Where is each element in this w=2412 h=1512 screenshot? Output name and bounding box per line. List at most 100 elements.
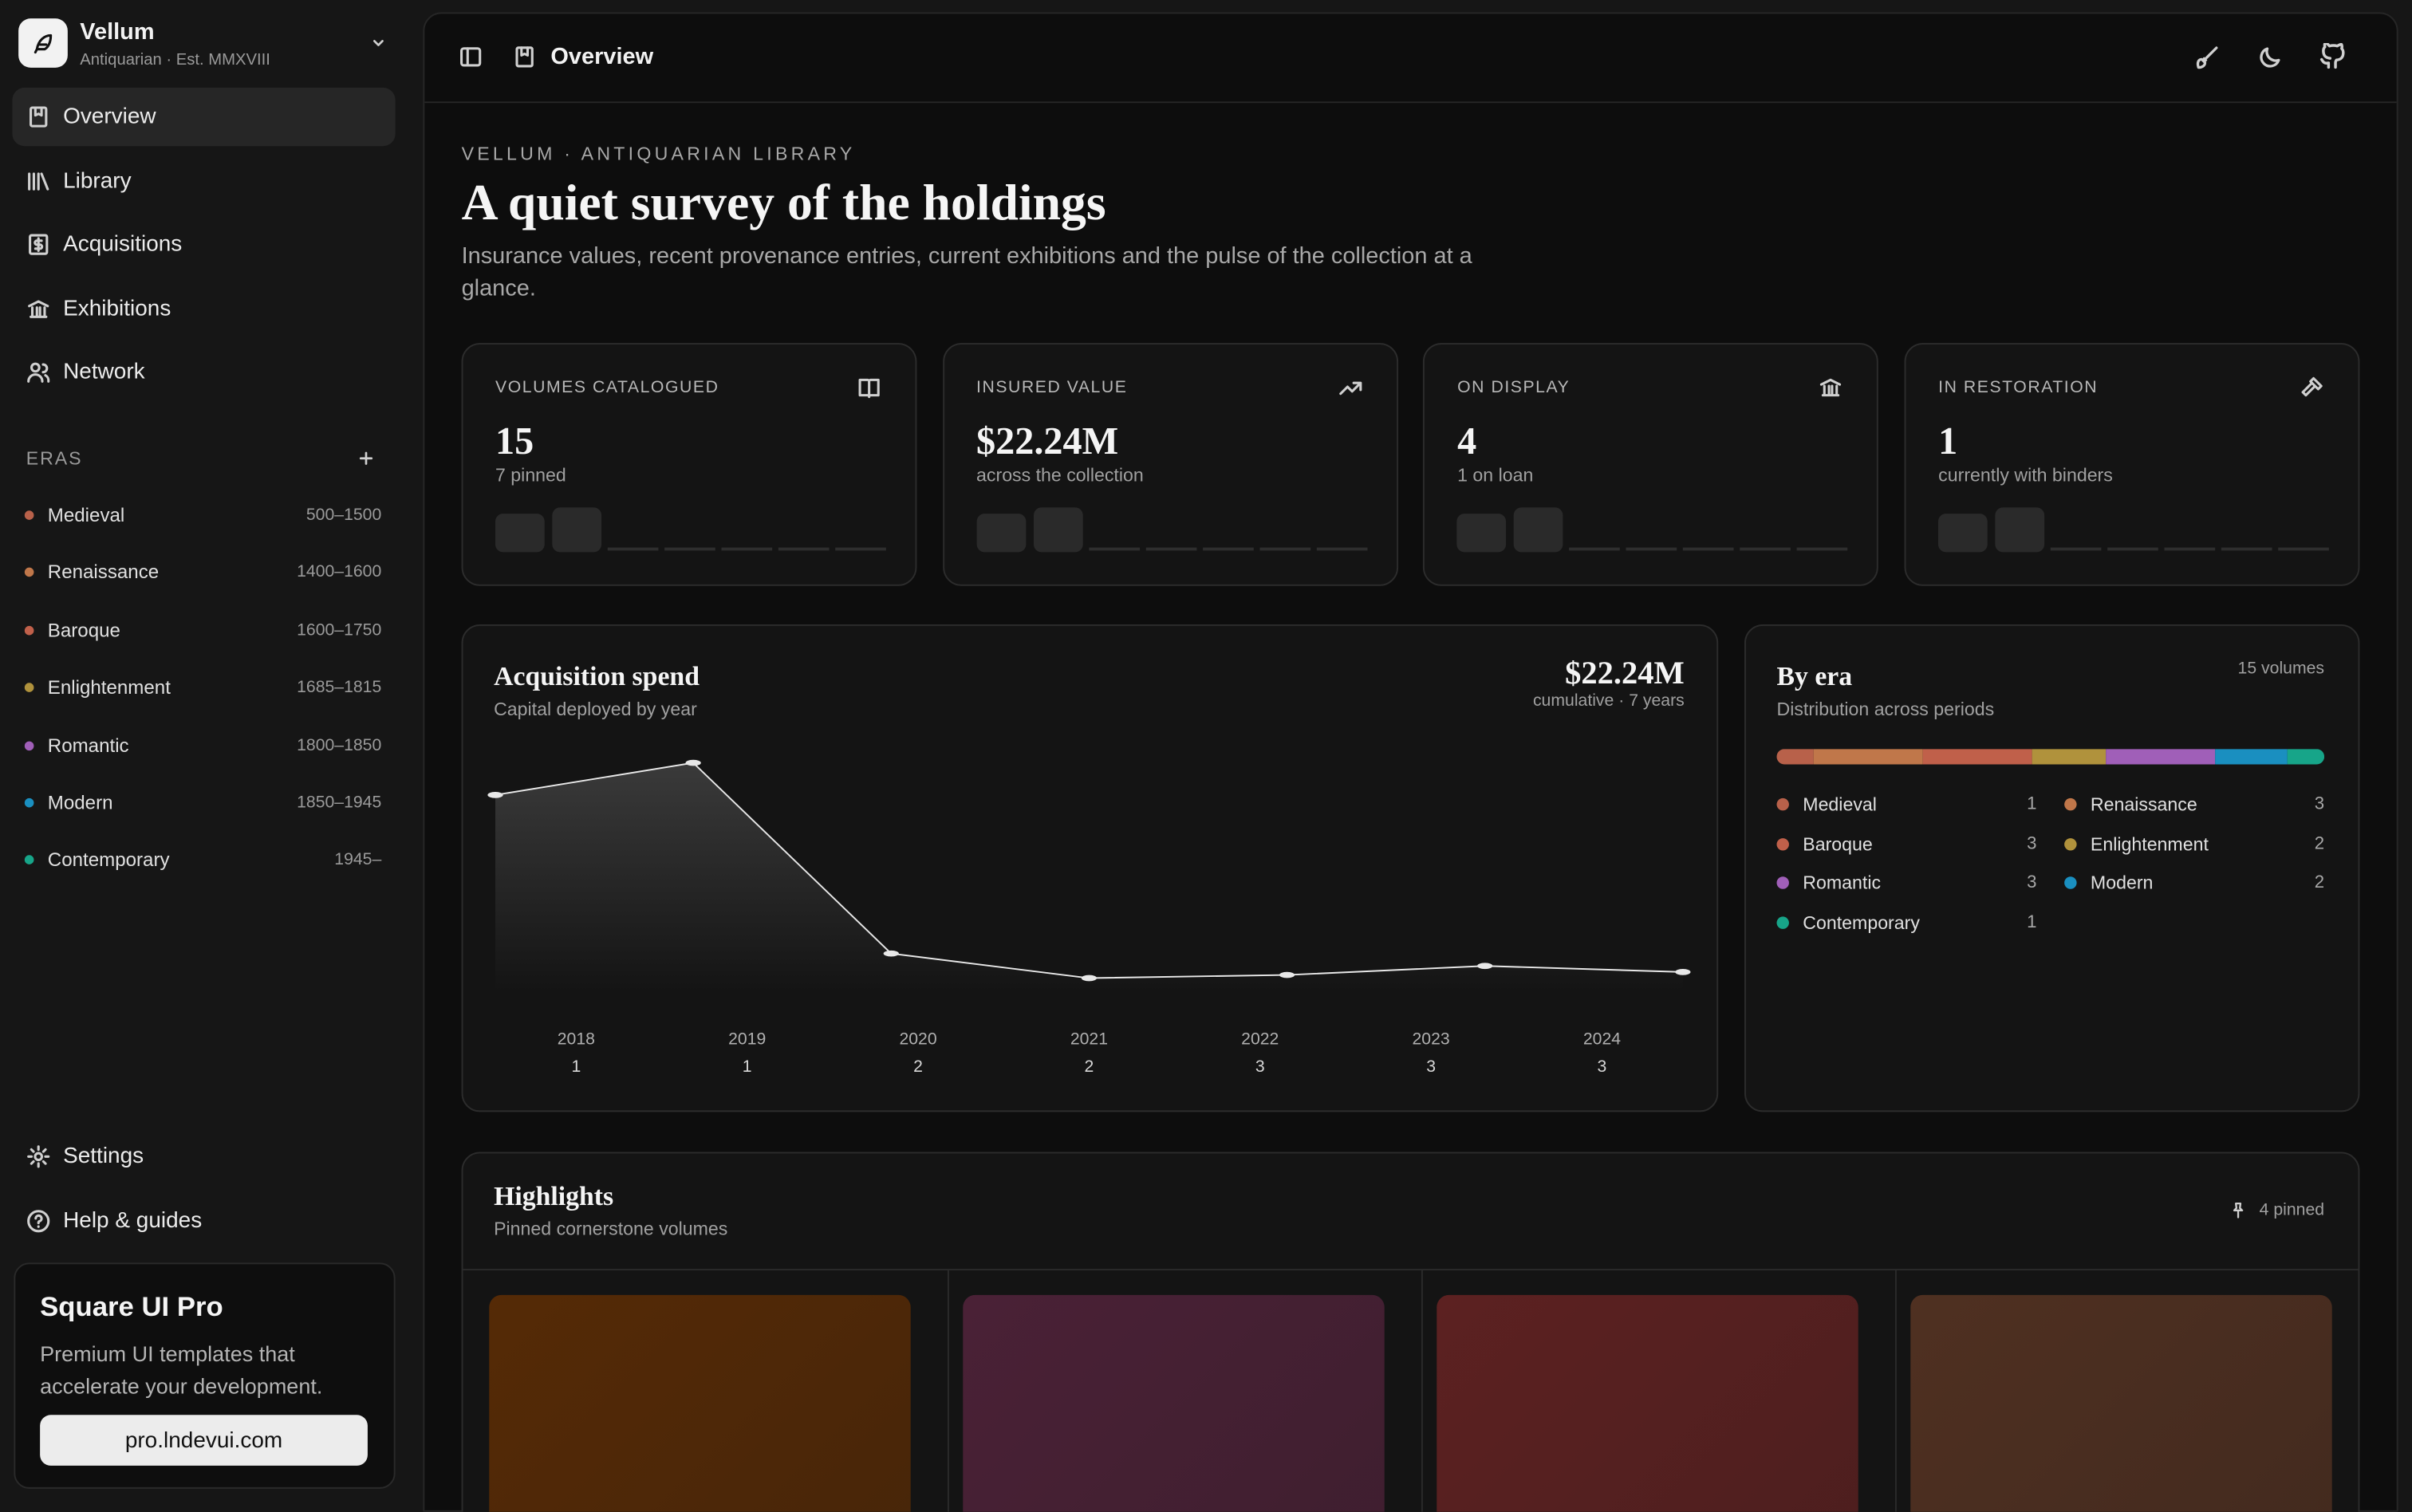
brand-name: Vellum (80, 19, 155, 45)
era-range: 1600–1750 (297, 620, 382, 640)
chart-total: 15 volumes (2237, 660, 2325, 679)
chart-title: By era (1776, 660, 1853, 691)
nav-item[interactable]: Network (63, 360, 145, 385)
era-item[interactable]: Modern (47, 792, 113, 814)
era-range: 1850–1945 (297, 793, 382, 813)
x-tick-label: 2018 (557, 1030, 595, 1049)
stat-spark (1740, 547, 1791, 551)
nav-icon (28, 171, 49, 190)
page-icon (515, 46, 534, 68)
legend-value: 2 (2314, 834, 2325, 853)
stat-value: 1 (1938, 421, 1958, 463)
era-item[interactable]: Baroque (47, 619, 120, 641)
stat-icon (1338, 381, 1362, 396)
era-dot (24, 856, 34, 865)
stat-spark (2050, 547, 2102, 551)
stat-value: 15 (495, 421, 534, 463)
bar-segment (1922, 749, 2032, 765)
section-heading: ERAS (26, 447, 83, 470)
chart-subtitle: Distribution across periods (1776, 698, 1995, 720)
legend-label: Renaissance (2090, 793, 2197, 816)
x-tick-label: 2024 (1582, 1030, 1622, 1049)
legend-label: Enlightenment (2090, 833, 2209, 855)
add-era (359, 451, 373, 465)
era-range: 1400–1600 (297, 563, 382, 582)
legend-dot (1776, 797, 1789, 811)
bar-segment (2288, 749, 2324, 765)
era-item[interactable]: Renaissance (47, 561, 160, 584)
legend-label: Romantic (1803, 872, 1882, 894)
era-dot (24, 797, 34, 808)
nav-item[interactable]: Acquisitions (63, 232, 183, 258)
volume-count: 3 (1597, 1057, 1607, 1077)
brand-logo (18, 18, 68, 68)
promo-button[interactable]: pro.lndevui.com (40, 1415, 368, 1466)
era-item[interactable]: Contemporary (47, 849, 170, 872)
legend-value: 3 (2027, 834, 2037, 853)
theme-brush (2195, 45, 2217, 69)
era-item[interactable]: Enlightenment (47, 676, 171, 699)
era-range: 1685–1815 (297, 678, 382, 698)
volume-count: 1 (742, 1057, 752, 1077)
pin-icon (2233, 1202, 2244, 1219)
legend-dot (2064, 797, 2077, 811)
volume-count: 3 (1426, 1057, 1437, 1077)
bar-segment (1776, 749, 1814, 765)
stat-spark (976, 514, 1026, 553)
era-dot (24, 568, 34, 577)
brand-tagline: Antiquarian · Est. MMXVIII (80, 50, 270, 69)
era-item[interactable]: Medieval (47, 504, 125, 526)
era-dot (24, 683, 34, 693)
legend-label: Medieval (1803, 793, 1877, 816)
volume-cover[interactable] (963, 1294, 1385, 1512)
volume-cover[interactable] (1437, 1294, 1858, 1512)
volume-cover[interactable] (489, 1294, 911, 1512)
x-tick-label: 2023 (1412, 1030, 1450, 1049)
era-bar (1776, 749, 2324, 765)
stat-spark (1626, 547, 1677, 551)
stat-spark (1316, 547, 1367, 551)
stat-label: ON DISPLAY (1457, 378, 1571, 397)
footer-nav-item[interactable]: Help & guides (63, 1207, 203, 1233)
workspace-chevron (373, 40, 384, 46)
nav-icon (28, 299, 49, 317)
stat-icon (1820, 378, 1842, 397)
stat-spark (1683, 547, 1735, 551)
volume-cover[interactable] (1910, 1294, 2332, 1512)
stat-label: IN RESTORATION (1938, 378, 2099, 397)
section-subtitle: Pinned cornerstone volumes (494, 1218, 728, 1240)
bar-segment (2105, 749, 2215, 765)
era-dot (24, 510, 34, 520)
stat-note: across the collection (976, 464, 1144, 486)
stat-note: 1 on loan (1457, 464, 1534, 486)
stat-spark (1259, 547, 1310, 551)
stat-spark (1145, 547, 1196, 551)
era-range: 1800–1850 (297, 736, 382, 755)
legend-value: 3 (2314, 795, 2325, 814)
chart-total-note: cumulative · 7 years (1532, 691, 1685, 711)
legend-dot (1776, 837, 1789, 850)
stat-spark (552, 507, 602, 553)
volume-count: 2 (913, 1057, 923, 1077)
stat-spark (2164, 547, 2216, 551)
stat-label: INSURED VALUE (976, 378, 1128, 397)
column-divider (1894, 1270, 1897, 1512)
nav-item[interactable]: Exhibitions (63, 296, 171, 321)
legend-dot (2064, 876, 2077, 889)
legend-label: Modern (2090, 872, 2154, 894)
legend-value: 3 (2027, 873, 2037, 892)
era-range: 500–1500 (305, 506, 382, 525)
era-item[interactable]: Romantic (47, 734, 129, 757)
toggle-sidebar (460, 47, 482, 67)
volume-count: 3 (1255, 1057, 1265, 1077)
nav-item[interactable]: Overview (63, 104, 156, 129)
x-tick-label: 2022 (1241, 1030, 1279, 1049)
footer-nav-item[interactable]: Settings (63, 1144, 144, 1169)
github (2319, 42, 2345, 69)
header-divider (424, 101, 2397, 104)
bar-segment (1813, 749, 1923, 765)
volume-count: 1 (571, 1057, 581, 1077)
pinned-count: 4 pinned (2259, 1201, 2325, 1220)
nav-item[interactable]: Library (63, 168, 132, 194)
column-divider (947, 1270, 949, 1512)
